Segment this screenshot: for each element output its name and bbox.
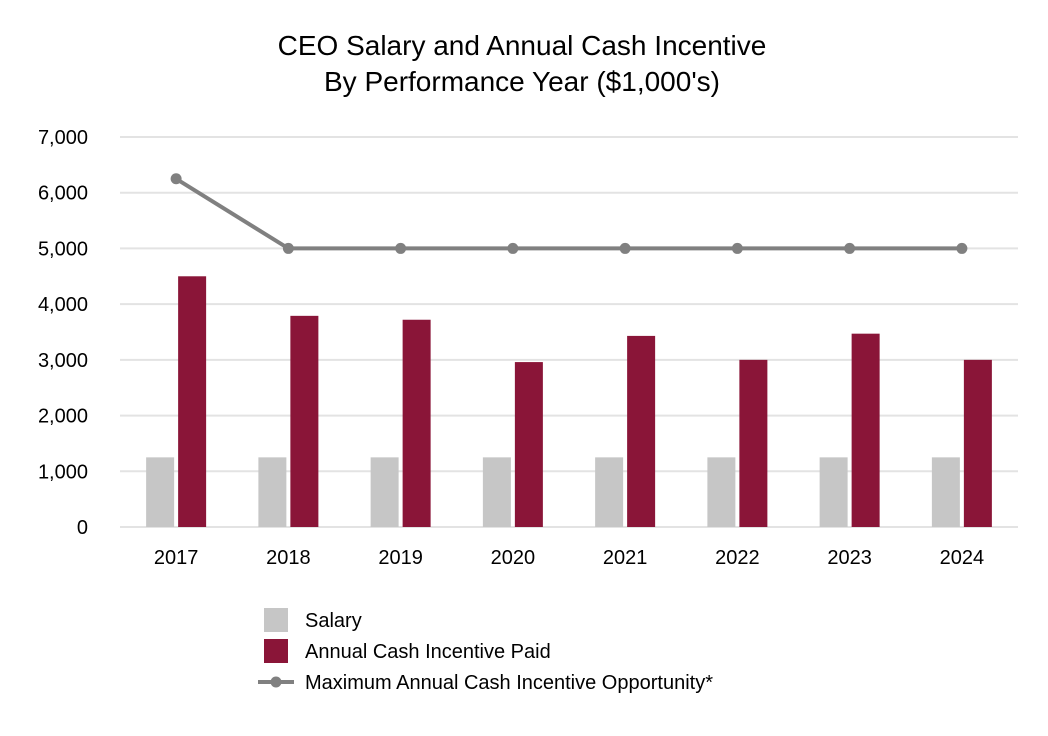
y-tick-label: 4,000 xyxy=(38,294,88,316)
salary-bar xyxy=(370,457,399,527)
incentive-bar xyxy=(851,333,880,527)
max-incentive-point xyxy=(170,173,182,185)
incentive-bar xyxy=(963,359,992,527)
y-tick-label: 5,000 xyxy=(38,238,88,260)
incentive-bar xyxy=(627,335,656,527)
legend-label: Maximum Annual Cash Incentive Opportunit… xyxy=(305,672,713,694)
max-incentive-point xyxy=(956,242,968,254)
y-tick-label: 1,000 xyxy=(38,461,88,483)
salary-bar xyxy=(931,457,960,527)
x-tick-label: 2018 xyxy=(266,547,311,569)
salary-bar xyxy=(595,457,624,527)
salary-bar xyxy=(819,457,848,527)
incentive-bar xyxy=(290,315,319,527)
y-tick-label: 3,000 xyxy=(38,350,88,372)
x-tick-label: 2024 xyxy=(940,547,985,569)
max-incentive-line xyxy=(175,177,962,251)
y-tick-label: 2,000 xyxy=(38,406,88,428)
salary-bar xyxy=(146,457,175,527)
incentive-bar xyxy=(402,319,431,527)
incentive-bar xyxy=(514,362,543,527)
x-tick-label: 2023 xyxy=(827,547,872,569)
x-tick-label: 2021 xyxy=(603,547,648,569)
chart-title-line-1: CEO Salary and Annual Cash Incentive xyxy=(278,30,767,61)
max-incentive-point xyxy=(844,242,856,254)
x-tick-label: 2022 xyxy=(715,547,760,569)
chart-title-line-2: By Performance Year ($1,000's) xyxy=(324,66,720,97)
x-tick-label: 2017 xyxy=(154,547,199,569)
salary-bar xyxy=(707,457,736,527)
max-incentive-point xyxy=(619,242,631,254)
legend-label: Annual Cash Incentive Paid xyxy=(305,641,551,663)
y-tick-label: 0 xyxy=(77,517,88,539)
legend-swatch xyxy=(264,639,288,663)
legend-label: Salary xyxy=(305,610,362,632)
salary-bar xyxy=(482,457,511,527)
max-incentive-point xyxy=(507,242,519,254)
legend: Salary Annual Cash Incentive Paid Maximum … xyxy=(258,608,713,694)
max-incentive-point xyxy=(731,242,743,254)
max-incentive-point xyxy=(395,242,407,254)
legend-swatch xyxy=(264,608,288,632)
y-tick-label: 6,000 xyxy=(38,183,88,205)
max-incentive-point xyxy=(282,242,294,254)
salary-bar xyxy=(258,457,287,527)
x-tick-label: 2020 xyxy=(491,547,536,569)
incentive-bar xyxy=(178,276,207,527)
y-tick-label: 7,000 xyxy=(38,127,88,149)
incentive-bar xyxy=(739,359,768,527)
x-tick-label: 2019 xyxy=(378,547,423,569)
legend-marker xyxy=(270,676,282,688)
